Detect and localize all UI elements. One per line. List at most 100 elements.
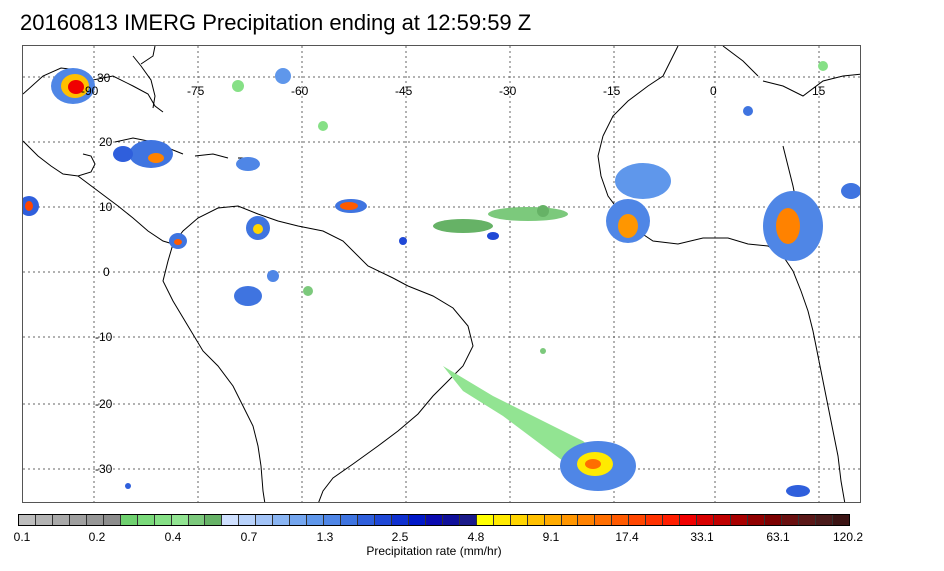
colorbar-cell	[527, 515, 545, 525]
precip-scatter	[125, 483, 131, 489]
lon-label: 0	[710, 84, 717, 98]
colorbar-cell	[764, 515, 782, 525]
precip-scatter	[818, 61, 828, 71]
colorbar-tick-label: 0.2	[88, 530, 106, 544]
lat-label: 20	[99, 135, 113, 149]
colorbar-cell	[798, 515, 816, 525]
colorbar-cell	[154, 515, 172, 525]
precip-nigeria-core	[776, 208, 800, 244]
precip-s-atlantic-core	[585, 459, 601, 469]
colorbar-cell	[731, 515, 748, 525]
colorbar-cell	[273, 515, 291, 525]
coast-africa-north	[602, 46, 679, 137]
colorbar-title: Precipitation rate (mm/hr)	[366, 544, 502, 558]
colorbar-cell	[120, 515, 138, 525]
precip-s-atlantic-band	[443, 366, 613, 476]
precip-itcz-2	[488, 207, 568, 221]
colorbar-cell	[442, 515, 460, 525]
colorbar-tick-label: 63.1	[766, 530, 790, 544]
precip-scatter	[540, 348, 546, 354]
colorbar-cell	[459, 515, 477, 525]
lon-label: -90	[81, 84, 99, 98]
lat-label: -30	[95, 462, 113, 476]
colorbar	[18, 514, 850, 526]
grid-labels: -90 -75 -60 -45 -30 -15 0 15 30 20 10 0 …	[81, 71, 826, 476]
colorbar-cell	[171, 515, 189, 525]
colorbar-cell	[205, 515, 223, 525]
colorbar-cell	[832, 515, 849, 525]
colorbar-cell	[358, 515, 376, 525]
precip-amazon	[234, 286, 262, 306]
precip-yucatan	[113, 146, 133, 162]
colorbar-cell	[544, 515, 562, 525]
graticule	[23, 46, 860, 502]
precip-scatter	[743, 106, 753, 116]
colorbar-cell	[697, 515, 715, 525]
precip-venezuela-core	[253, 224, 263, 234]
coast-south-america-west	[162, 243, 266, 502]
coast-gulf-of-mexico	[23, 67, 164, 113]
colorbar-cell	[408, 515, 426, 525]
colorbar-tick-label: 0.7	[240, 530, 258, 544]
precip-gulf-core	[68, 80, 84, 94]
coast-hispaniola	[194, 153, 229, 159]
colorbar-cell	[680, 515, 698, 525]
precip-senegal-core	[618, 214, 638, 238]
colorbar-cell	[35, 515, 53, 525]
coast-us-east	[140, 46, 156, 65]
colorbar-cell	[290, 515, 308, 525]
colorbar-cell	[663, 515, 681, 525]
colorbar-cell	[781, 515, 799, 525]
lon-label: -60	[291, 84, 309, 98]
colorbar-cell	[578, 515, 596, 525]
precipitation-field	[23, 61, 860, 497]
colorbar-cell	[69, 515, 87, 525]
colorbar-cell	[493, 515, 511, 525]
precip-se-corner	[786, 485, 810, 497]
colorbar-cell	[324, 515, 342, 525]
coast-iberia	[722, 46, 759, 77]
map-title: 20160813 IMERG Precipitation ending at 1…	[20, 10, 532, 35]
precip-itcz-1	[433, 219, 493, 233]
precip-scatter	[537, 205, 549, 217]
colorbar-cell	[815, 515, 833, 525]
precip-panama-core	[174, 239, 182, 245]
precip-cuba	[129, 140, 173, 168]
coast-central-america	[77, 175, 174, 245]
lon-label: -15	[603, 84, 621, 98]
lon-label: -45	[395, 84, 413, 98]
colorbar-cell	[476, 515, 494, 525]
coast-florida	[132, 55, 156, 109]
colorbar-cell	[391, 515, 409, 525]
precip-scatter	[232, 80, 244, 92]
colorbar-tick-label: 1.3	[316, 530, 334, 544]
colorbar-tick-label: 33.1	[690, 530, 714, 544]
colorbar-tick-label: 0.4	[164, 530, 182, 544]
colorbar-tick-label: 17.4	[615, 530, 639, 544]
colorbar-cell	[425, 515, 443, 525]
colorbar-tick-label: 4.8	[467, 530, 485, 544]
colorbar-tick-label: 9.1	[542, 530, 560, 544]
colorbar-cell	[239, 515, 257, 525]
colorbar-cell	[86, 515, 104, 525]
colorbar-tick-label: 120.2	[832, 530, 864, 544]
colorbar-cell	[307, 515, 325, 525]
colorbar-tick-label: 2.5	[391, 530, 409, 544]
lat-label: -10	[95, 330, 113, 344]
lon-label: -30	[499, 84, 517, 98]
precipitation-map: -90 -75 -60 -45 -30 -15 0 15 30 20 10 0 …	[22, 45, 861, 503]
precip-scatter	[275, 68, 291, 84]
colorbar-cell	[612, 515, 630, 525]
colorbar-cell	[137, 515, 155, 525]
map-canvas: -90 -75 -60 -45 -30 -15 0 15 30 20 10 0 …	[23, 46, 860, 502]
colorbar-cell	[188, 515, 206, 525]
colorbar-cell	[561, 515, 579, 525]
coast-brazil-east	[318, 285, 474, 502]
precip-atlantic-10n-core	[340, 202, 358, 210]
lon-label: -75	[187, 84, 205, 98]
lat-label: 0	[103, 265, 110, 279]
colorbar-cell	[375, 515, 392, 525]
lon-label: 15	[812, 84, 826, 98]
precip-west-edge-core	[25, 201, 33, 211]
precip-windward	[236, 157, 260, 171]
